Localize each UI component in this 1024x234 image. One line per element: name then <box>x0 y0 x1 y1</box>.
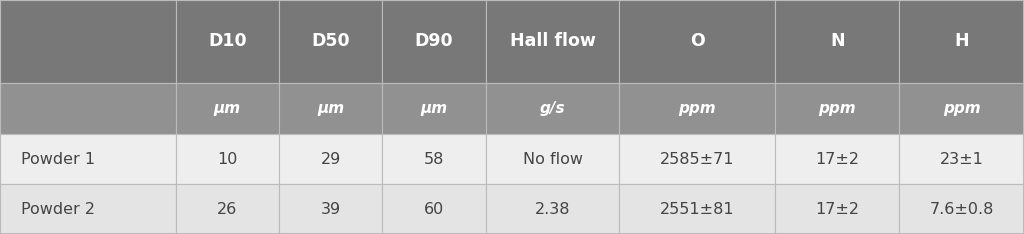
Text: μm: μm <box>421 101 447 116</box>
Text: D90: D90 <box>415 33 454 51</box>
Text: 58: 58 <box>424 152 444 167</box>
Text: H: H <box>954 33 969 51</box>
Text: ppm: ppm <box>678 101 716 116</box>
Text: 2551±81: 2551±81 <box>659 202 734 217</box>
Text: g/s: g/s <box>540 101 565 116</box>
Bar <box>485 83 620 134</box>
Bar <box>485 184 620 234</box>
Text: 39: 39 <box>321 202 341 217</box>
Bar <box>0 0 176 83</box>
Text: ppm: ppm <box>818 101 856 116</box>
Bar <box>383 83 485 134</box>
Text: N: N <box>829 33 845 51</box>
Bar <box>280 134 383 184</box>
Text: 7.6±0.8: 7.6±0.8 <box>930 202 994 217</box>
Text: 26: 26 <box>217 202 238 217</box>
Text: Powder 1: Powder 1 <box>22 152 95 167</box>
Bar <box>899 0 1024 83</box>
Bar <box>0 83 176 134</box>
Bar <box>383 184 485 234</box>
Bar <box>899 184 1024 234</box>
Bar <box>383 0 485 83</box>
Text: O: O <box>690 33 705 51</box>
Bar <box>176 0 280 83</box>
Bar <box>383 134 485 184</box>
Bar <box>775 134 899 184</box>
Bar <box>176 134 280 184</box>
Text: μm: μm <box>317 101 344 116</box>
Text: 60: 60 <box>424 202 444 217</box>
Bar <box>775 0 899 83</box>
Bar <box>0 134 176 184</box>
Text: 23±1: 23±1 <box>940 152 984 167</box>
Bar <box>620 134 775 184</box>
Bar <box>620 0 775 83</box>
Text: 2585±71: 2585±71 <box>659 152 734 167</box>
Text: D10: D10 <box>208 33 247 51</box>
Bar <box>280 184 383 234</box>
Bar <box>280 0 383 83</box>
Text: 29: 29 <box>321 152 341 167</box>
Text: D50: D50 <box>311 33 350 51</box>
Bar <box>775 184 899 234</box>
Text: Powder 2: Powder 2 <box>22 202 95 217</box>
Text: ppm: ppm <box>943 101 981 116</box>
Bar <box>775 83 899 134</box>
Bar <box>620 184 775 234</box>
Bar <box>176 184 280 234</box>
Text: μm: μm <box>214 101 241 116</box>
Bar <box>899 134 1024 184</box>
Bar <box>620 83 775 134</box>
Text: 17±2: 17±2 <box>815 152 859 167</box>
Bar <box>485 0 620 83</box>
Text: Hall flow: Hall flow <box>510 33 596 51</box>
Bar <box>0 184 176 234</box>
Text: No flow: No flow <box>522 152 583 167</box>
Text: 2.38: 2.38 <box>535 202 570 217</box>
Bar <box>899 83 1024 134</box>
Text: 10: 10 <box>217 152 238 167</box>
Bar <box>280 83 383 134</box>
Bar <box>176 83 280 134</box>
Text: 17±2: 17±2 <box>815 202 859 217</box>
Bar <box>485 134 620 184</box>
